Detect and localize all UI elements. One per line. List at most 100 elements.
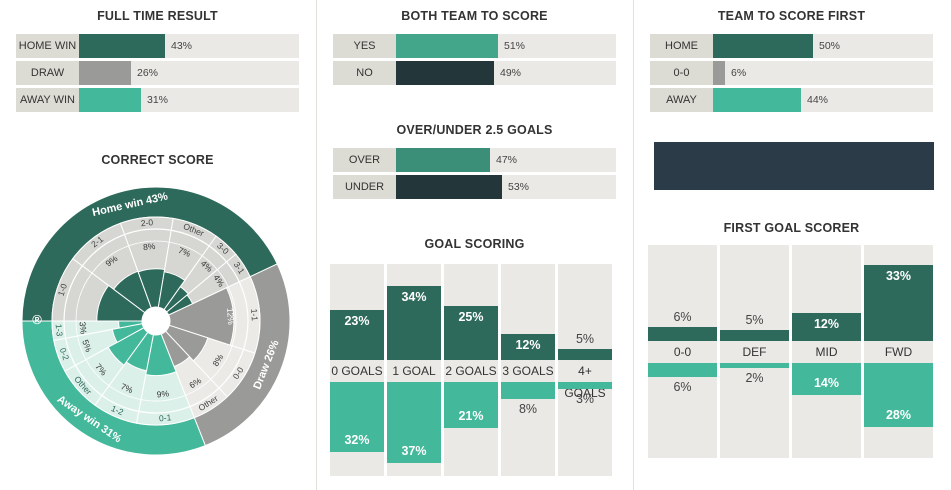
first-goal-scorer-home-value: 5% — [745, 312, 764, 327]
btts-bar — [396, 61, 494, 85]
btts-row: YES 51% — [333, 34, 616, 58]
first-team-row: AWAY 44% — [650, 88, 933, 112]
first-goal-scorer-home-bar — [648, 327, 717, 341]
goal-scoring-home-value: 25% — [458, 309, 484, 324]
over-under-row: UNDER 53% — [333, 175, 616, 199]
goal-scoring-home-bar — [387, 285, 441, 360]
btts-bar — [396, 34, 498, 58]
score-pct: 12% — [225, 308, 236, 326]
goal-scoring-column: 2 GOALS 25% 21% — [444, 264, 498, 476]
first-team-bar — [713, 88, 801, 112]
score-pct: 8% — [143, 241, 157, 252]
first-goal-scorer-column: DEF 5% 2% — [720, 245, 789, 458]
divider-left — [316, 0, 317, 490]
first-team-value: 50% — [819, 40, 841, 52]
first-team-label: 0-0 — [650, 61, 713, 85]
btts-title: BOTH TEAM TO SCORE — [401, 9, 548, 23]
first-team-row: HOME 50% — [650, 34, 933, 58]
goal-scoring-category: 1 GOAL — [392, 364, 436, 378]
over-under-bar — [396, 148, 490, 172]
goal-scoring-home-value: 34% — [401, 289, 427, 304]
goal-scoring-away-bar — [501, 382, 555, 400]
goal-scoring-away-bar — [558, 382, 612, 389]
full-time-row: DRAW 26% — [16, 61, 299, 85]
btts-label: YES — [333, 34, 396, 58]
score-label: 1-1 — [249, 308, 260, 321]
goal-scoring-away-value: 3% — [575, 391, 595, 406]
goal-scoring-home-bar — [444, 305, 498, 360]
full-time-label: AWAY WIN — [16, 88, 79, 112]
over-under-label: OVER — [333, 148, 396, 172]
first-goal-scorer-away-value: 28% — [885, 408, 912, 423]
first-team-value: 44% — [807, 94, 829, 106]
center-hole — [142, 307, 170, 335]
first-team-label: AWAY — [650, 88, 713, 112]
over-under-bar — [396, 175, 502, 199]
score-label: 0-1 — [159, 412, 172, 423]
first-goal-scorer-home-bar — [720, 329, 789, 341]
score-label: 0-2 — [58, 346, 72, 361]
goal-scoring-away-value: 21% — [458, 408, 484, 423]
first-goal-scorer-column: FWD 33% 28% — [864, 245, 933, 458]
goal-scoring-away-bar — [330, 382, 384, 452]
first-goal-scorer-home-value: 12% — [813, 317, 840, 332]
btts-value: 51% — [504, 40, 526, 52]
first-goal-scorer-home-bar — [864, 265, 933, 341]
full-time-value: 31% — [147, 94, 169, 106]
score-pct: 7% — [177, 245, 193, 259]
first-goal-scorer-category: DEF — [742, 345, 767, 359]
full-time-bar — [79, 88, 141, 112]
goal-scoring-category: 2 GOALS — [445, 364, 497, 378]
btts-value: 49% — [500, 67, 522, 79]
goal-scoring-away-bar — [387, 382, 441, 463]
over-under-row: OVER 47% — [333, 148, 616, 172]
full-time-bar — [79, 34, 165, 58]
brand-logo: ® — [32, 312, 42, 327]
first-goal-scorer-home-value: 6% — [673, 310, 692, 325]
goal-scoring-away-value: 37% — [401, 443, 427, 458]
first-goal-scorer-away-value: 6% — [673, 379, 692, 394]
score-pct: 5% — [80, 338, 94, 353]
first-team-label: HOME — [650, 34, 713, 58]
first-goal-scorer-column: MID 12% 14% — [792, 245, 861, 458]
full-time-label: HOME WIN — [16, 34, 79, 58]
score-label: 1-2 — [110, 403, 125, 417]
score-pct: 3% — [78, 321, 89, 335]
goal-scoring-column: 1 GOAL 34% 37% — [387, 264, 441, 476]
first-team-row: 0-0 6% — [650, 61, 933, 85]
full-time-value: 43% — [171, 40, 193, 52]
full-time-value: 26% — [137, 67, 159, 79]
first-team-title: TEAM TO SCORE FIRST — [717, 9, 866, 23]
goal-scoring-home-bar — [330, 309, 384, 360]
score-label: 2-0 — [140, 217, 153, 228]
goal-scoring-home-value: 12% — [515, 337, 541, 352]
first-goal-scorer-away-value: 14% — [813, 376, 840, 391]
score-pct: 7% — [119, 381, 135, 395]
goal-scoring-column: 0 GOALS 23% 32% — [330, 264, 384, 476]
goal-scoring-category: 3 GOALS — [502, 364, 554, 378]
first-goal-scorer-away-bar — [720, 363, 789, 368]
full-time-row: AWAY WIN 31% — [16, 88, 299, 112]
goal-scoring-home-value: 23% — [344, 313, 370, 328]
first-goal-scorer-category: 0-0 — [673, 345, 692, 359]
over-under-label: UNDER — [333, 175, 396, 199]
goal-scoring-title: GOAL SCORING — [424, 237, 525, 251]
goal-scoring-category: 4+ GOALS — [564, 364, 606, 400]
goal-scoring-away-bar — [444, 382, 498, 428]
goal-scoring-column: 3 GOALS 12% 8% — [501, 264, 555, 476]
score-bar — [168, 287, 235, 346]
first-goal-scorer-away-bar — [792, 363, 861, 396]
full-time-row: HOME WIN 43% — [16, 34, 299, 58]
goal-scoring-home-value: 5% — [575, 332, 595, 347]
placeholder-panel — [654, 142, 934, 190]
goal-scoring-column: 4+ GOALS 5% 3% — [558, 264, 612, 476]
over-under-value: 47% — [496, 154, 518, 166]
first-goal-scorer-away-bar — [864, 363, 933, 428]
first-team-bar — [713, 61, 725, 85]
goal-scoring-away-value: 32% — [344, 432, 370, 447]
full-time-title: FULL TIME RESULT — [97, 9, 218, 23]
first-goal-scorer-title: FIRST GOAL SCORER — [723, 221, 860, 235]
btts-row: NO 49% — [333, 61, 616, 85]
first-team-value: 6% — [731, 67, 747, 79]
